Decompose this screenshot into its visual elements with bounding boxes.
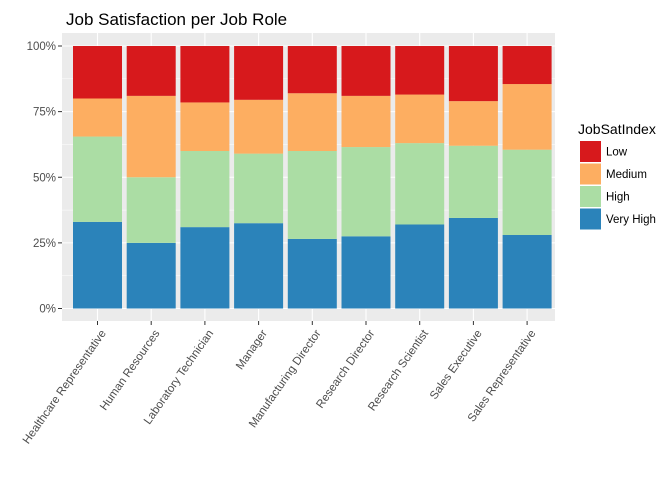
y-tick-label: 50% [33, 172, 56, 184]
x-tick-label: Healthcare Representative [21, 328, 109, 446]
bar-segment-medium [73, 98, 122, 137]
legend-label: High [606, 192, 630, 204]
bar-segment-high [287, 151, 337, 239]
bar-segment-medium [341, 95, 391, 148]
chart-title: Job Satisfaction per Job Role [66, 10, 287, 29]
bar-segment-very-high [341, 236, 391, 309]
y-tick-label: 75% [33, 107, 56, 119]
bar-segment-very-high [395, 224, 445, 309]
bar-segment-high [448, 145, 498, 218]
legend-label: Low [606, 147, 628, 159]
legend-label: Medium [606, 169, 647, 181]
bar-segment-high [395, 143, 445, 225]
bar-segment-high [502, 149, 552, 235]
bar-segment-medium [502, 84, 552, 150]
bar-segment-very-high [234, 223, 284, 309]
bar-segment-high [73, 136, 122, 222]
bars-layer [73, 46, 552, 309]
x-tick-label: Sales Executive [428, 328, 485, 402]
bar-segment-high [234, 153, 284, 224]
legend-label: Very High [606, 214, 656, 226]
legend-key [580, 186, 601, 207]
x-tick-label: Research Director [314, 328, 377, 411]
legend-key [580, 141, 601, 162]
bar-segment-low [287, 46, 337, 94]
legend-key [580, 208, 601, 230]
y-tick-label: 25% [33, 238, 56, 250]
y-axis: 0% 25% 50% 75% 100% [27, 41, 62, 316]
bar-segment-very-high [287, 238, 337, 309]
bar-segment-high [126, 177, 176, 243]
bar-segment-medium [395, 94, 445, 144]
bar-segment-low [73, 46, 122, 99]
bar-segment-very-high [126, 242, 176, 309]
legend-title: JobSatIndex [578, 121, 656, 137]
bar-segment-low [448, 46, 498, 102]
y-tick-label: 100% [27, 41, 56, 53]
bar-segment-very-high [448, 217, 498, 309]
legend-key [580, 163, 601, 185]
bar-segment-medium [448, 101, 498, 146]
x-tick-label: Manager [234, 328, 270, 372]
bar-segment-medium [180, 102, 230, 151]
x-tick-label: Human Resources [98, 328, 163, 413]
bar-segment-very-high [502, 235, 552, 309]
x-tick-label: Research Scientist [366, 327, 431, 413]
y-tick-label: 0% [39, 304, 56, 316]
bar-segment-low [126, 46, 176, 96]
bar-segment-low [341, 46, 391, 96]
bar-segment-high [341, 147, 391, 237]
bar-segment-medium [234, 99, 284, 154]
bar-segment-very-high [73, 221, 122, 309]
bar-segment-low [395, 46, 445, 95]
bar-segment-low [234, 46, 284, 100]
bar-segment-high [180, 151, 230, 228]
bar-segment-low [502, 46, 552, 85]
bar-segment-medium [287, 93, 337, 151]
legend: JobSatIndex Low Medium High Very High [578, 121, 656, 230]
bar-segment-medium [126, 95, 176, 178]
bar-segment-low [180, 46, 230, 103]
bar-segment-very-high [180, 227, 230, 309]
